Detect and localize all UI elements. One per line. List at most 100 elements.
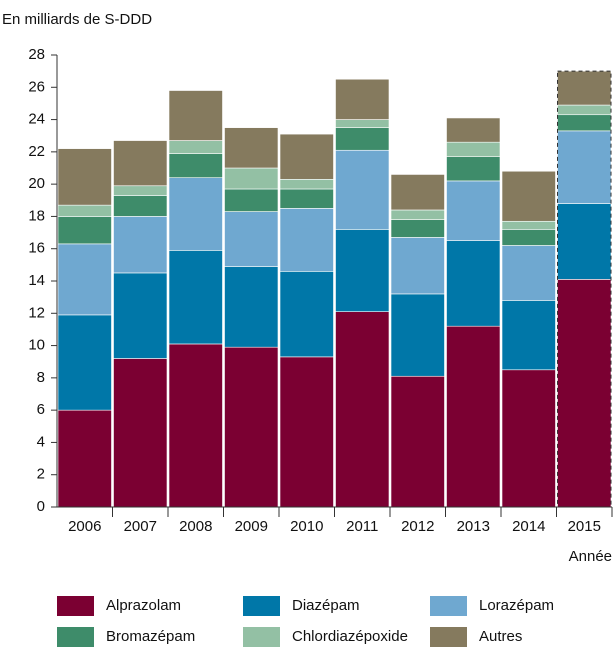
bar-segment: [335, 229, 390, 312]
bar-segment: [501, 170, 556, 222]
legend-label: Lorazépam: [479, 597, 554, 614]
legend-swatch: [243, 627, 280, 647]
bar-segment: [557, 130, 612, 204]
y-tick-label: 10: [28, 337, 45, 354]
y-tick-label: 22: [28, 143, 45, 160]
bar-segment: [446, 240, 501, 327]
bar-segment: [113, 216, 168, 274]
bar-segment: [113, 195, 168, 217]
bar-segment: [279, 271, 334, 358]
legend-label: Bromazépam: [106, 628, 195, 645]
bar-segment: [279, 188, 334, 209]
x-tick-label: 2013: [457, 518, 490, 535]
bar-segment: [501, 245, 556, 301]
x-tick-label: 2008: [179, 518, 212, 535]
bar-segment: [57, 204, 112, 217]
bar-segment: [113, 185, 168, 196]
bar-segment: [557, 279, 612, 508]
bar-segment: [224, 266, 279, 348]
bar-segment: [501, 229, 556, 246]
bar-segment: [168, 177, 223, 251]
bar-segment: [113, 272, 168, 359]
bar-segment: [279, 208, 334, 272]
x-tick-label: 2012: [401, 518, 434, 535]
bar-segment: [390, 237, 445, 295]
bar-segment: [446, 180, 501, 241]
legend-label: Chlordiazépoxide: [292, 628, 408, 645]
bar-segment: [57, 216, 112, 245]
x-tick-label: 2015: [568, 518, 601, 535]
bar-segment: [57, 409, 112, 508]
bar-segment: [335, 78, 390, 120]
bar-segment: [224, 211, 279, 267]
bar-segment: [390, 174, 445, 211]
bar-segment: [224, 167, 279, 190]
y-tick-label: 16: [28, 240, 45, 257]
bar-segment: [501, 220, 556, 230]
legend-label: Alprazolam: [106, 597, 181, 614]
x-tick-label: 2011: [346, 518, 378, 535]
bar-segment: [224, 188, 279, 212]
bar-segment: [390, 209, 445, 220]
bar-segment: [335, 127, 390, 151]
bar-segment: [168, 343, 223, 508]
x-tick-label: 2010: [290, 518, 323, 535]
bar-segment: [335, 311, 390, 508]
bar-segment: [390, 293, 445, 377]
legend-swatch: [430, 596, 467, 616]
bar-segment: [501, 369, 556, 508]
bar-segment: [168, 140, 223, 154]
bar-segment: [557, 70, 612, 106]
y-tick-label: 6: [37, 401, 45, 418]
bar-segment: [335, 149, 390, 230]
x-tick-label: 2006: [68, 518, 101, 535]
bar-segment: [168, 153, 223, 178]
y-tick-label: 4: [37, 433, 45, 450]
chart-title: En milliards de S-DDD: [2, 11, 152, 28]
y-tick-label: 8: [37, 369, 45, 386]
legend-label: Autres: [479, 628, 522, 645]
bar-segment: [446, 141, 501, 158]
x-tick-label: 2009: [235, 518, 268, 535]
legend-swatch: [430, 627, 467, 647]
x-tick-label: 2014: [512, 518, 545, 535]
y-tick-label: 18: [28, 207, 45, 224]
legend-swatch: [57, 627, 94, 647]
bar-segment: [501, 300, 556, 371]
bar-segment: [335, 119, 390, 128]
bar-segment: [224, 127, 279, 169]
bar-segment: [57, 314, 112, 411]
bar-segment: [224, 346, 279, 508]
bar-segment: [390, 375, 445, 508]
bar-segment: [557, 203, 612, 280]
y-tick-label: 24: [28, 111, 45, 128]
bar-segment: [557, 114, 612, 132]
y-tick-label: 26: [28, 78, 45, 95]
bar-segment: [279, 133, 334, 180]
bar-segment: [168, 90, 223, 141]
bar-segment: [57, 243, 112, 316]
y-tick-label: 28: [28, 46, 45, 63]
bar-segment: [557, 104, 612, 116]
bar-segment: [279, 179, 334, 190]
legend-swatch: [243, 596, 280, 616]
bar-segment: [446, 156, 501, 182]
legend-label: Diazépam: [292, 597, 360, 614]
bar-segment: [390, 219, 445, 238]
y-tick-label: 0: [37, 498, 45, 515]
bar-segment: [57, 148, 112, 206]
y-tick-label: 12: [28, 304, 45, 321]
y-tick-label: 2: [37, 466, 45, 483]
bar-segment: [113, 358, 168, 508]
x-tick-label: 2007: [124, 518, 157, 535]
bar-segment: [279, 356, 334, 508]
legend-swatch: [57, 596, 94, 616]
x-axis-label: Année: [569, 548, 612, 565]
bar-segment: [446, 117, 501, 143]
bar-segment: [113, 140, 168, 187]
y-tick-label: 20: [28, 175, 45, 192]
bar-segment: [446, 325, 501, 508]
bar-segment: [168, 250, 223, 345]
y-tick-label: 14: [28, 272, 45, 289]
